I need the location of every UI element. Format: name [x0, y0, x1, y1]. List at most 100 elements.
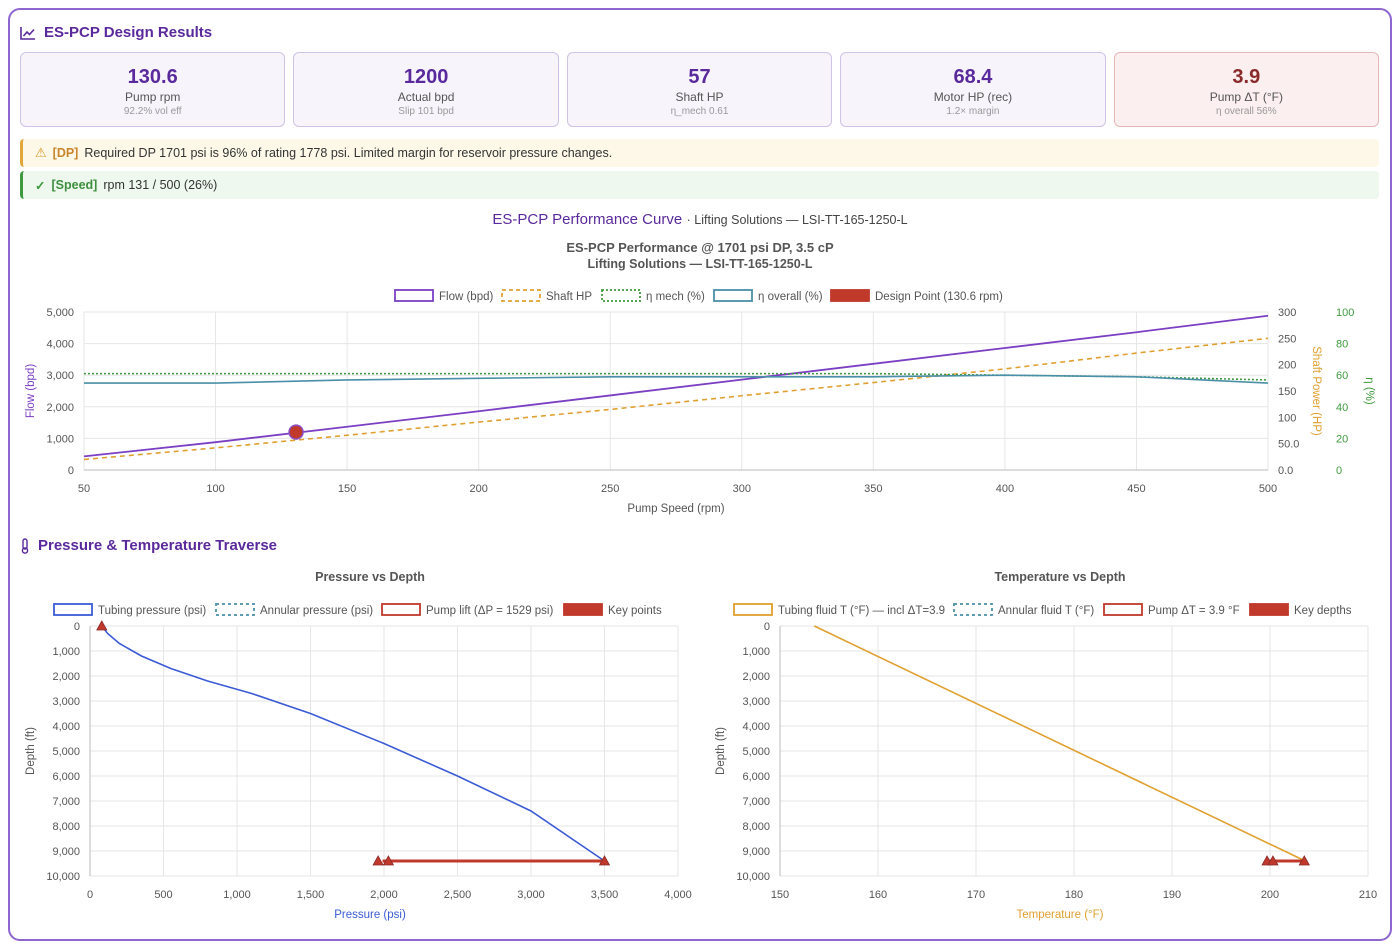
y-tick-label: 9,000 [52, 846, 80, 858]
hp-tick-label: 100 [1278, 412, 1296, 424]
legend-swatch [953, 603, 993, 616]
legend-swatch [733, 603, 773, 616]
flow-tick-label: 4,000 [46, 339, 74, 351]
eff-tick-label: 20 [1336, 433, 1348, 445]
flow-tick-label: 2,000 [46, 402, 74, 414]
legend-label: Key depths [1294, 605, 1352, 617]
dp-alert-text: Required DP 1701 psi is 96% of rating 17… [84, 146, 613, 160]
y-tick-label: 0 [74, 621, 80, 633]
card-value: 1200 [403, 66, 449, 88]
card-label: Actual bpd [397, 90, 455, 104]
x-tick-label: 3,500 [591, 889, 619, 901]
key-point-marker [598, 855, 611, 866]
y-tick-label: 9,000 [742, 846, 770, 858]
legend-label: Tubing pressure (psi) [98, 605, 206, 617]
y-tick-label: 1,000 [52, 646, 80, 658]
card-value: 68.4 [953, 66, 993, 88]
card-label: Pump rpm [125, 90, 181, 104]
legend-label: Tubing fluid T (°F) — incl ΔT=3.9 [778, 605, 945, 617]
x-axis-label: Pump Speed (rpm) [627, 503, 724, 515]
thermometer-icon [20, 537, 30, 554]
card-sub: 92.2% vol eff [123, 106, 182, 117]
x-tick-label: 0 [87, 889, 93, 901]
x-tick-label: 150 [771, 889, 789, 901]
card-label: Pump ΔT (°F) [1209, 90, 1283, 104]
key-point-marker [96, 620, 108, 631]
summary-card: 3.9 Pump ΔT (°F) η overall 56% [1113, 52, 1380, 127]
x-tick-label: 210 [1359, 889, 1377, 901]
series-line [813, 625, 1306, 862]
x-tick-label: 50 [78, 483, 90, 495]
flow-tick-label: 0 [68, 465, 74, 477]
chart-title: Pressure vs Depth [315, 570, 425, 584]
x-tick-label: 500 [1259, 483, 1277, 495]
series-line [84, 372, 1269, 381]
x-tick-label: 2,500 [444, 889, 472, 901]
legend-swatch [381, 603, 421, 616]
series-line [84, 374, 1269, 384]
x-tick-label: 200 [1261, 889, 1279, 901]
chart-subtitle: Lifting Solutions — LSI-TT-165-1250-L [587, 257, 812, 271]
key-point-marker [1298, 855, 1310, 866]
flow-tick-label: 1,000 [46, 433, 74, 445]
legend-label: Pump lift (ΔP = 1529 psi) [426, 605, 553, 617]
traverse-header: Pressure & Temperature Traverse [20, 537, 277, 554]
legend-label: Shaft HP [546, 291, 592, 303]
x-tick-label: 180 [1065, 889, 1083, 901]
legend-swatch [1103, 603, 1143, 616]
flow-axis-label: Flow (bpd) [25, 364, 37, 418]
y-axis-label: Depth (ft) [25, 727, 37, 775]
x-tick-label: 150 [338, 483, 356, 495]
traverse-title: Pressure & Temperature Traverse [38, 537, 278, 554]
legend-swatch [501, 289, 541, 302]
chart-title: Temperature vs Depth [994, 570, 1125, 584]
x-tick-label: 1,500 [297, 889, 325, 901]
dp-alert: ⚠ [DP] Required DP 1701 psi is 96% of ra… [20, 139, 1379, 167]
y-tick-label: 7,000 [52, 796, 80, 808]
series-line [101, 625, 605, 862]
legend-swatch [601, 289, 641, 302]
card-sub: η_mech 0.61 [670, 106, 729, 117]
x-tick-label: 4,000 [664, 889, 692, 901]
eff-tick-label: 80 [1336, 339, 1348, 351]
x-tick-label: 2,000 [370, 889, 398, 901]
x-tick-label: 450 [1127, 483, 1145, 495]
summary-card: 1200 Actual bpd Slip 101 bpd [293, 52, 559, 127]
design-point-marker [288, 424, 304, 440]
flow-tick-label: 5,000 [46, 307, 74, 319]
speed-alert-tag: [Speed] [51, 178, 98, 192]
y-tick-label: 5,000 [742, 746, 770, 758]
legend-swatch [215, 603, 255, 616]
x-tick-label: 190 [1163, 889, 1181, 901]
temperature-depth-chart: Temperature vs Depth 150 160 170 180 190 200 21… [715, 570, 1377, 921]
perf-chart-header: ES-PCP Performance Curve · Lifting Solut… [0, 211, 1400, 229]
x-tick-label: 1,000 [223, 889, 251, 901]
legend-swatch [53, 603, 93, 616]
y-tick-label: 8,000 [742, 821, 770, 833]
card-sub: η overall 56% [1216, 106, 1277, 117]
x-tick-label: 300 [733, 483, 751, 495]
speed-alert-text: rpm 131 / 500 (26%) [103, 178, 218, 192]
flow-tick-label: 3,000 [46, 370, 74, 382]
summary-cards: 130.6 Pump rpm 92.2% vol eff 1200 Actual bpd… [20, 52, 1380, 127]
y-tick-label: 10,000 [736, 871, 770, 883]
key-point-marker [1267, 855, 1279, 866]
hp-tick-label: 300 [1278, 307, 1296, 319]
hp-axis-label: Shaft Power (HP) [1310, 346, 1322, 436]
y-tick-label: 7,000 [742, 796, 770, 808]
eff-tick-label: 60 [1336, 370, 1348, 382]
legend-label: Pump ΔT = 3.9 °F [1148, 605, 1240, 617]
x-tick-label: 250 [601, 483, 619, 495]
card-value: 130.6 [127, 66, 178, 88]
y-tick-label: 8,000 [52, 821, 80, 833]
legend-label: Key points [608, 605, 662, 617]
card-value: 3.9 [1232, 66, 1261, 88]
y-tick-label: 10,000 [46, 871, 80, 883]
y-tick-label: 6,000 [52, 771, 80, 783]
hp-tick-label: 250 [1278, 333, 1296, 345]
series-line [83, 337, 1269, 461]
x-axis-label: Temperature (°F) [1016, 909, 1103, 921]
legend-label: Flow (bpd) [439, 291, 493, 303]
y-tick-label: 3,000 [52, 696, 80, 708]
y-tick-label: 4,000 [52, 721, 80, 733]
